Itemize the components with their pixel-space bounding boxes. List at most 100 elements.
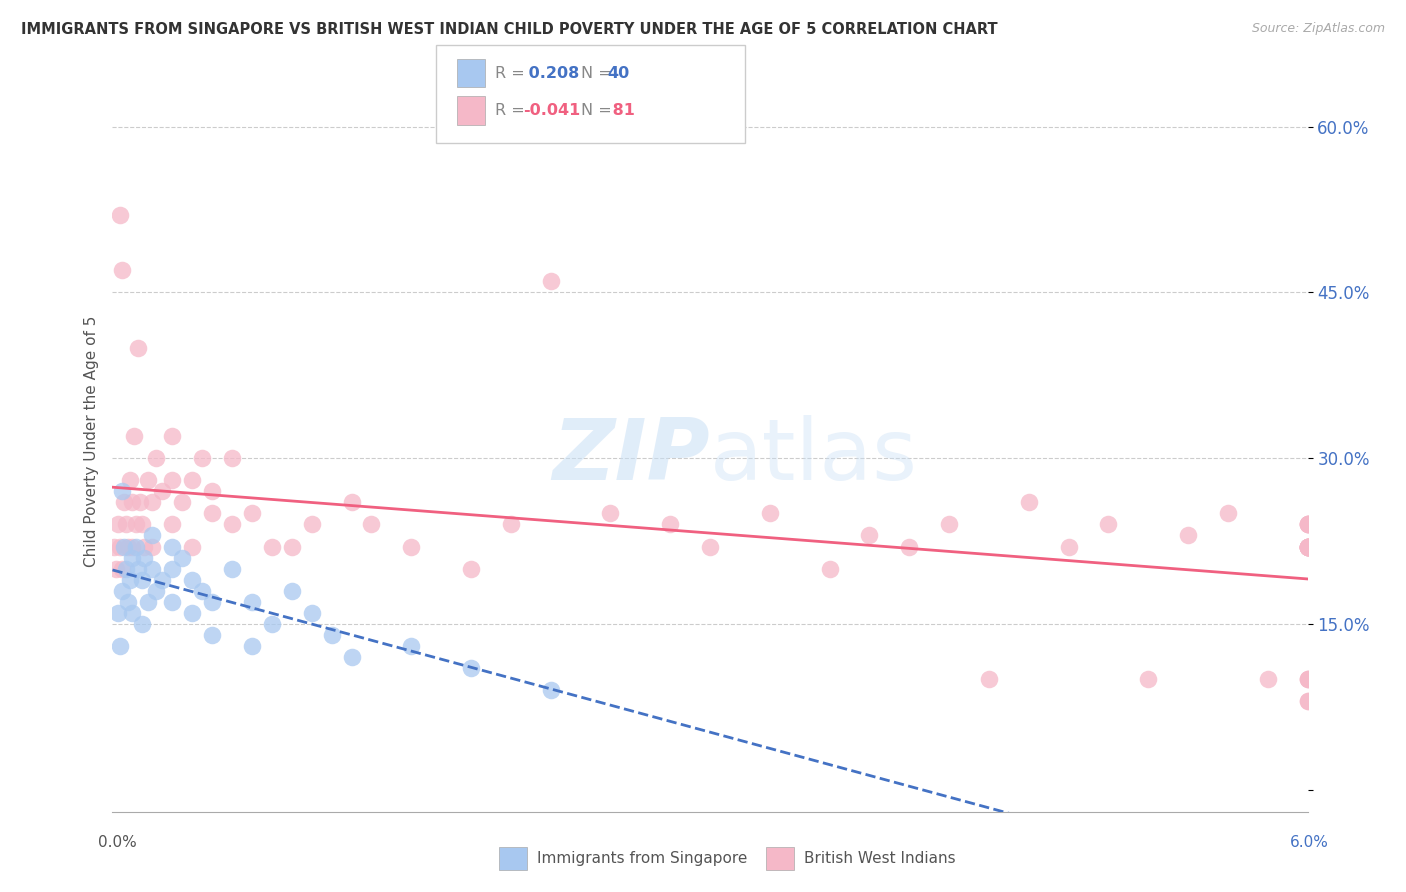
Point <box>150 484 173 499</box>
Point <box>125 540 148 554</box>
Text: British West Indians: British West Indians <box>804 851 956 865</box>
Point <box>110 208 132 222</box>
Text: 0.208: 0.208 <box>523 66 579 80</box>
Point <box>321 628 343 642</box>
Point <box>121 540 143 554</box>
Point <box>1296 540 1319 554</box>
Text: 0.0%: 0.0% <box>98 836 138 850</box>
Point <box>172 495 194 509</box>
Point <box>938 517 960 532</box>
Point <box>120 573 142 587</box>
Point <box>1216 507 1239 521</box>
Point <box>121 550 143 565</box>
Point <box>1296 540 1319 554</box>
Point <box>121 495 143 509</box>
Point <box>1057 540 1080 554</box>
Point <box>110 639 132 653</box>
Point <box>499 517 522 532</box>
Point <box>401 540 423 554</box>
Point <box>659 517 682 532</box>
Point <box>124 429 146 443</box>
Point <box>131 517 153 532</box>
Point <box>121 606 143 620</box>
Text: 6.0%: 6.0% <box>1289 836 1329 850</box>
Point <box>1296 540 1319 554</box>
Point <box>134 540 156 554</box>
Point <box>111 561 134 575</box>
Point <box>1296 517 1319 532</box>
Point <box>141 561 163 575</box>
Point <box>138 595 160 609</box>
Point <box>858 528 880 542</box>
Point <box>181 606 204 620</box>
Point <box>599 507 621 521</box>
Point <box>162 540 183 554</box>
Point <box>221 451 243 466</box>
Point <box>1296 540 1319 554</box>
Point <box>221 561 243 575</box>
Point <box>460 561 482 575</box>
Text: R =: R = <box>495 66 530 80</box>
Point <box>1296 517 1319 532</box>
Point <box>114 495 135 509</box>
Point <box>145 583 167 598</box>
Text: N =: N = <box>581 103 617 118</box>
Point <box>260 540 283 554</box>
Point <box>1296 672 1319 686</box>
Text: N =: N = <box>581 66 617 80</box>
Point <box>301 517 323 532</box>
Point <box>117 595 139 609</box>
Point <box>1296 517 1319 532</box>
Point <box>131 616 153 631</box>
Point <box>360 517 382 532</box>
Point <box>138 473 160 487</box>
Point <box>120 473 142 487</box>
Point <box>107 517 129 532</box>
Point <box>201 484 224 499</box>
Point <box>460 661 482 675</box>
Point <box>111 484 134 499</box>
Text: ZIP: ZIP <box>553 415 710 498</box>
Point <box>240 595 263 609</box>
Point <box>114 540 135 554</box>
Point <box>162 517 183 532</box>
Point <box>107 606 129 620</box>
Point <box>759 507 782 521</box>
Point <box>1296 540 1319 554</box>
Point <box>105 561 128 575</box>
Point <box>1296 694 1319 708</box>
Point <box>240 639 263 653</box>
Point <box>191 583 214 598</box>
Point <box>150 573 173 587</box>
Point <box>111 583 134 598</box>
Point <box>141 540 163 554</box>
Text: 81: 81 <box>607 103 636 118</box>
Text: IMMIGRANTS FROM SINGAPORE VS BRITISH WEST INDIAN CHILD POVERTY UNDER THE AGE OF : IMMIGRANTS FROM SINGAPORE VS BRITISH WES… <box>21 22 998 37</box>
Point <box>127 341 149 355</box>
Point <box>115 517 138 532</box>
Point <box>240 507 263 521</box>
Point <box>1137 672 1160 686</box>
Point <box>340 650 363 665</box>
Point <box>1296 517 1319 532</box>
Point <box>281 540 304 554</box>
Point <box>127 561 149 575</box>
Point <box>181 540 204 554</box>
Y-axis label: Child Poverty Under the Age of 5: Child Poverty Under the Age of 5 <box>83 316 98 567</box>
Point <box>131 573 153 587</box>
Point <box>1097 517 1119 532</box>
Point <box>181 573 204 587</box>
Point <box>1018 495 1040 509</box>
Point <box>191 451 214 466</box>
Point <box>162 595 183 609</box>
Point <box>1296 540 1319 554</box>
Point <box>134 550 156 565</box>
Point <box>1177 528 1199 542</box>
Point <box>117 540 139 554</box>
Point <box>1296 517 1319 532</box>
Text: Immigrants from Singapore: Immigrants from Singapore <box>537 851 748 865</box>
Point <box>1296 540 1319 554</box>
Point <box>181 473 204 487</box>
Text: Source: ZipAtlas.com: Source: ZipAtlas.com <box>1251 22 1385 36</box>
Point <box>699 540 721 554</box>
